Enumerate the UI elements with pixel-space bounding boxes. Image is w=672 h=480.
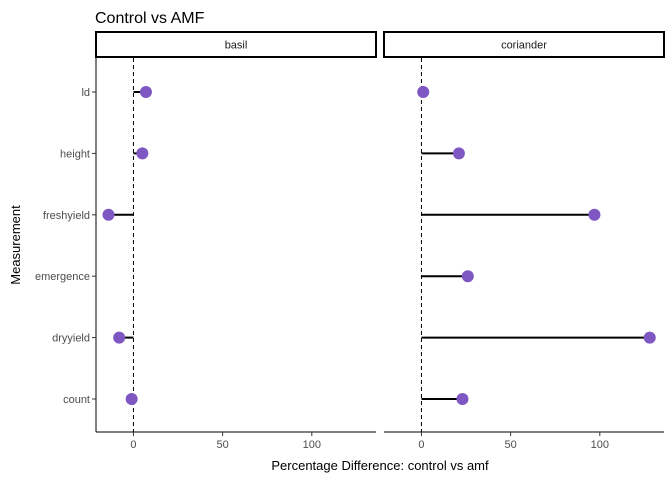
x-tick-label: 0 [418, 439, 424, 451]
y-tick-label: height [60, 148, 90, 160]
lollipop-point [136, 147, 149, 160]
lollipop-point [417, 86, 430, 98]
y-tick-label: dryyield [52, 333, 90, 345]
x-tick-label: 0 [130, 439, 136, 451]
lollipop-point [125, 393, 138, 405]
x-axis-title: Percentage Difference: control vs amf [271, 458, 489, 473]
y-tick-label: ld [81, 87, 90, 99]
lollipop-point [643, 331, 656, 344]
facet-coriander: coriander 0 50 100 [383, 31, 665, 451]
x-tick-label: 50 [216, 439, 228, 451]
chart-title: Control vs AMF [95, 10, 205, 27]
y-axis: count dryyield emergence freshyield height ld [35, 58, 97, 432]
facet-panels: basil 0 50 100 coriander 0 50 100 [95, 31, 665, 451]
facet-strip-basil [95, 31, 377, 58]
facet-strip-label: coriander [501, 40, 547, 52]
x-tick-label: 100 [303, 439, 321, 451]
y-axis-title: Measurement [8, 205, 23, 285]
lollipop-point [461, 270, 474, 283]
y-tick-label: count [63, 394, 90, 406]
lollipop-point [139, 86, 152, 98]
lollipop-point [102, 208, 115, 221]
lollipop-point [588, 208, 601, 221]
facet-basil: basil 0 50 100 [95, 31, 377, 451]
lollipop-point [452, 147, 465, 160]
y-tick-label: freshyield [43, 210, 90, 222]
lollipop-point [113, 331, 126, 344]
x-tick-label: 100 [591, 439, 609, 451]
x-tick-label: 50 [504, 439, 516, 451]
facet-strip-label: basil [225, 40, 248, 52]
facet-strip-coriander [383, 31, 665, 58]
y-tick-label: emergence [35, 271, 90, 283]
lollipop-point [456, 393, 469, 405]
